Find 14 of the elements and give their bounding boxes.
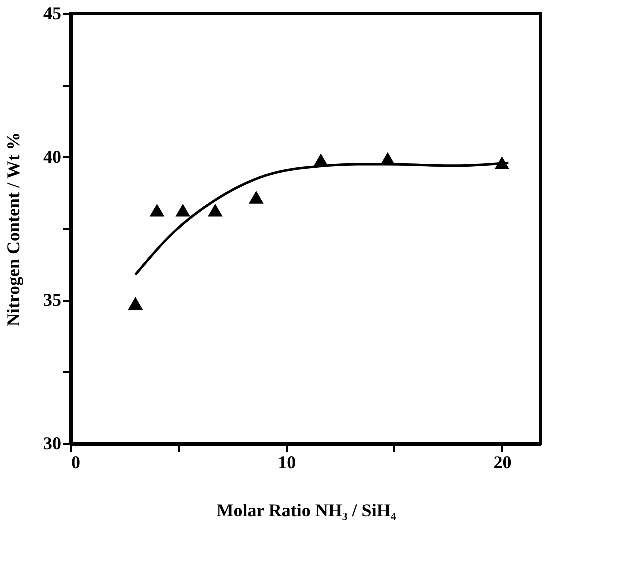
y-axis-title: Nitrogen Content / Wt % <box>4 132 24 327</box>
y-tick-label: 35 <box>44 290 62 310</box>
point <box>128 297 144 310</box>
point <box>176 204 191 217</box>
point <box>248 191 264 204</box>
x-tick-label: 20 <box>494 452 512 472</box>
y-tick-label: 40 <box>44 146 62 167</box>
y-tick-label: 45 <box>44 4 62 24</box>
point <box>208 204 223 217</box>
y-tick-label: 30 <box>44 434 62 454</box>
x-tick-label: 0 <box>72 452 80 472</box>
x-tick-label: 10 <box>278 452 296 472</box>
point <box>150 204 165 217</box>
x-axis-title: Molar Ratio NH₃ / SiH₄ <box>216 500 397 520</box>
